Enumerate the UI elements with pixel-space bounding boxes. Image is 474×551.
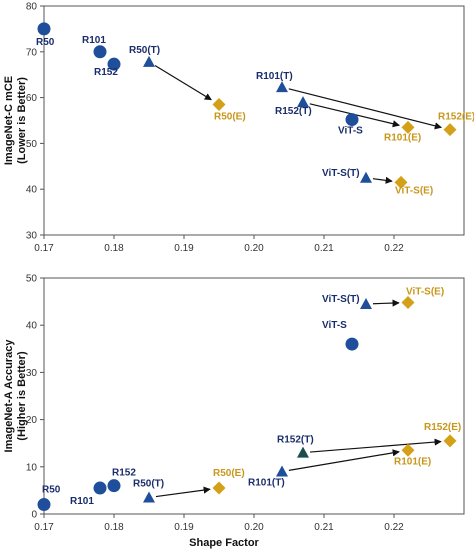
point-vit-s-e-diamond xyxy=(394,175,408,189)
y-tick-label: 40 xyxy=(26,185,38,196)
x-tick-label: 0.21 xyxy=(314,243,334,254)
point-r101-e-diamond xyxy=(401,443,415,457)
point-r152-e-label: R152(E) xyxy=(438,112,474,123)
point-r50-label: R50 xyxy=(42,485,61,496)
x-tick-label: 0.17 xyxy=(34,522,54,533)
x-tick-label: 0.20 xyxy=(244,522,264,533)
y-tick-label: 10 xyxy=(26,462,38,473)
point-r101-label: R101 xyxy=(70,496,94,507)
y-tick-label: 50 xyxy=(26,139,38,150)
point-r101-e-label: R101(E) xyxy=(384,132,421,143)
point-vit-s-circle xyxy=(345,113,359,127)
point-r50-circle xyxy=(37,22,51,36)
point-r152-label: R152 xyxy=(112,468,136,479)
point-r152-e-diamond xyxy=(443,434,457,448)
arrow-ViT-S(T)-to-ViT-S(E) xyxy=(372,299,400,307)
point-r101-circle xyxy=(93,45,107,59)
y-tick-label: 80 xyxy=(26,2,38,13)
point-r152-e-label: R152(E) xyxy=(424,422,461,433)
point-r50-e-label: R50(E) xyxy=(213,468,245,479)
x-axis-title: Shape Factor xyxy=(189,537,259,549)
point-r101-e-label: R101(E) xyxy=(394,456,431,467)
point-r50-t-triangle xyxy=(143,491,155,503)
point-r152-label: R152 xyxy=(94,67,118,78)
point-r101-e-diamond xyxy=(401,120,415,134)
point-vit-s-circle xyxy=(345,337,359,351)
point-r50-circle xyxy=(37,498,51,512)
point-vit-s-e-label: ViT-S(E) xyxy=(395,185,433,196)
point-vit-s-e-label: ViT-S(E) xyxy=(406,287,444,298)
x-tick-label: 0.18 xyxy=(104,243,124,254)
point-vit-s-t-triangle xyxy=(360,297,372,309)
point-r152-t-triangle xyxy=(297,446,309,458)
y-tick-label: 40 xyxy=(26,321,38,332)
point-r50-e-diamond xyxy=(212,481,226,495)
arrow-R101(T)-to-R101(E) xyxy=(288,449,400,471)
x-tick-label: 0.17 xyxy=(34,243,54,254)
point-r50-t-triangle xyxy=(143,55,155,67)
point-r50-e-diamond xyxy=(212,97,226,111)
chart-panel-mce: 0.17 0.18 0.19 0.20 0.21 0.22 30 40 50 60 70 80 Imag… xyxy=(3,2,474,255)
arrow-ViT-S(T)-to-ViT-S(E) xyxy=(372,176,393,184)
point-r101-label: R101 xyxy=(82,35,106,46)
x-tick-label: 0.18 xyxy=(104,522,124,533)
y-tick-label: 30 xyxy=(26,231,38,242)
point-r101-t-triangle xyxy=(276,81,288,93)
point-vit-s-t-label: ViT-S(T) xyxy=(322,168,360,179)
point-r50-e-label: R50(E) xyxy=(214,111,246,122)
arrow-R50(T)-to-R50(E) xyxy=(154,65,212,101)
arrow-R101(T)-to-R152(E) xyxy=(288,88,442,130)
point-vit-s-e-diamond xyxy=(401,296,415,310)
point-vit-s-label: ViT-S xyxy=(322,320,347,331)
x-tick-label: 0.22 xyxy=(384,522,404,533)
x-tick-label: 0.21 xyxy=(314,522,334,533)
plot-frame xyxy=(43,5,465,236)
y-tick-label: 60 xyxy=(26,93,38,104)
y-tick-label: 20 xyxy=(26,415,38,426)
y-tick-label: 70 xyxy=(26,47,38,58)
point-r101-circle xyxy=(93,481,107,495)
point-vit-s-t-label: ViT-S(T) xyxy=(322,294,360,305)
point-r50-label: R50 xyxy=(36,37,55,48)
point-r50-t-label: R50(T) xyxy=(129,45,160,56)
point-r152-t-label: R152(T) xyxy=(275,106,312,117)
x-tick-label: 0.19 xyxy=(174,243,194,254)
y-axis-title: ImageNet-A Accuracy xyxy=(3,339,15,453)
x-tick-label: 0.20 xyxy=(244,243,264,254)
y-tick-label: 30 xyxy=(26,368,38,379)
point-r101-t-triangle xyxy=(276,465,288,477)
y-axis-title: (Higher is Better) xyxy=(16,351,28,441)
y-axis-title: ImageNet-C mCE xyxy=(3,76,15,165)
chart-panel-acc: 0.17 0.18 0.19 0.20 0.21 0.22 0 10 20 30 40 50 Image… xyxy=(3,274,465,549)
arrow-R152(T)-to-R152(E) xyxy=(309,438,442,453)
y-tick-label: 0 xyxy=(31,510,37,521)
point-r101-t-label: R101(T) xyxy=(256,71,293,82)
point-r152-circle xyxy=(107,479,121,493)
point-r152-circle xyxy=(107,57,121,71)
y-axis-title: (Lower is Better) xyxy=(16,77,28,164)
point-r152-t-label: R152(T) xyxy=(277,435,314,446)
point-r152-e-diamond xyxy=(443,123,457,137)
point-vit-s-t-triangle xyxy=(360,171,372,183)
point-r101-t-label: R101(T) xyxy=(248,478,285,489)
x-tick-label: 0.19 xyxy=(174,522,194,533)
x-tick-label: 0.22 xyxy=(384,243,404,254)
y-tick-label: 50 xyxy=(26,274,38,285)
point-r152-t-triangle xyxy=(297,96,309,108)
point-r50-t-label: R50(T) xyxy=(133,478,164,489)
arrow-R50(T)-to-R50(E) xyxy=(155,486,211,498)
point-vit-s-label: ViT-S xyxy=(338,126,363,137)
